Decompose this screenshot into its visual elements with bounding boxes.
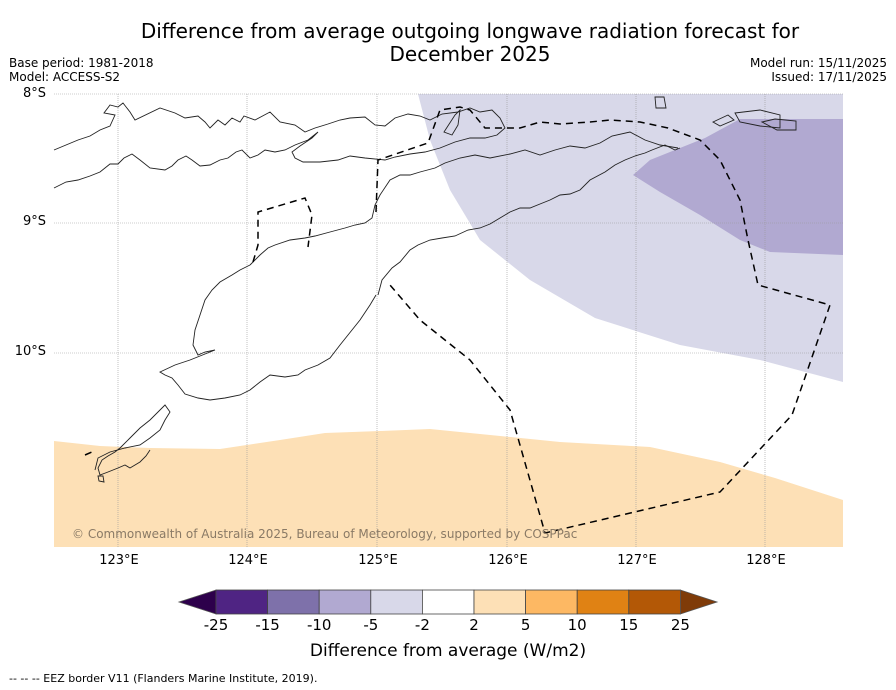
model-name: Model: ACCESS-S2: [9, 70, 121, 84]
island-small-2: [654, 96, 667, 109]
lat-label: 10°S: [14, 344, 46, 359]
colorbar-segment: [525, 589, 578, 615]
lat-label: 9°S: [22, 214, 46, 229]
colorbar-segment: [576, 589, 630, 615]
colorbar-tick-label: -2: [414, 616, 430, 634]
lon-label: 125°E: [358, 553, 398, 568]
colorbar-tick-label: 25: [670, 616, 690, 634]
island-small-3: [712, 114, 735, 127]
coastline-timor-north: [377, 144, 681, 296]
coastline-timor-south: [159, 264, 377, 401]
footnote: -- -- -- EEZ border V11 (Flanders Marine…: [9, 672, 318, 685]
coastline-flores: [53, 102, 506, 189]
lat-label: 8°S: [22, 86, 46, 101]
colorbar-segment: [473, 589, 526, 615]
meta-right: Model run: 15/11/2025 Issued: 17/11/2025: [750, 56, 887, 84]
copyright-notice: © Commonwealth of Australia 2025, Bureau…: [72, 527, 578, 541]
coastlines: [53, 96, 797, 483]
colorbar-segment: [370, 589, 423, 615]
lon-label: 127°E: [617, 553, 657, 568]
model-run: Model run: 15/11/2025: [749, 56, 887, 70]
colorbar-label: Difference from average (W/m2): [309, 641, 587, 661]
colorbar-tick-label: 15: [619, 616, 639, 634]
colorbar-segment: [628, 589, 681, 615]
colorbar-tick-label: -5: [363, 616, 379, 634]
lon-label: 128°E: [746, 553, 786, 568]
island-small-1: [97, 475, 105, 483]
island-small-4: [734, 109, 781, 129]
colorbar-tick-label: -25: [203, 616, 229, 634]
colorbar-under-arrow: [177, 589, 217, 615]
lon-label: 123°E: [99, 553, 139, 568]
coastline-rote: [94, 404, 171, 476]
title-line-2: December 2025: [389, 42, 551, 66]
chart-title: Difference from average outgoing longwav…: [0, 20, 896, 66]
island-small-6: [443, 108, 461, 136]
colorbar-tick-label: -15: [255, 616, 280, 634]
colorbar-tick-label: 2: [469, 616, 479, 634]
meta-left: Base period: 1981-2018 Model: ACCESS-S2: [9, 56, 154, 84]
eez-border-oecusse: [252, 197, 313, 263]
title-line-1: Difference from average outgoing longwav…: [140, 19, 800, 43]
coastline-timor-inner: [249, 131, 679, 266]
colorbar-over-arrow: [680, 589, 719, 615]
base-period: Base period: 1981-2018: [9, 56, 154, 70]
colorbar-segment: [421, 589, 475, 615]
colorbar-segment: [318, 589, 372, 615]
lon-label: 124°E: [228, 553, 268, 568]
issued-date: Issued: 17/11/2025: [771, 70, 887, 84]
colorbar-tick-label: 10: [567, 616, 587, 634]
colorbar-segment: [267, 589, 320, 615]
eez-border-rote: [84, 451, 93, 456]
eez-borders: [84, 106, 831, 534]
eez-border-north: [375, 106, 831, 534]
colorbar-tick-label: -10: [306, 616, 332, 634]
anomaly-region: [54, 429, 843, 547]
colorbar-segment: [215, 589, 268, 615]
colorbar-tick-label: 5: [520, 616, 531, 634]
lon-label: 126°E: [488, 553, 528, 568]
anomaly-region: [633, 119, 843, 255]
island-small-5: [760, 118, 797, 131]
